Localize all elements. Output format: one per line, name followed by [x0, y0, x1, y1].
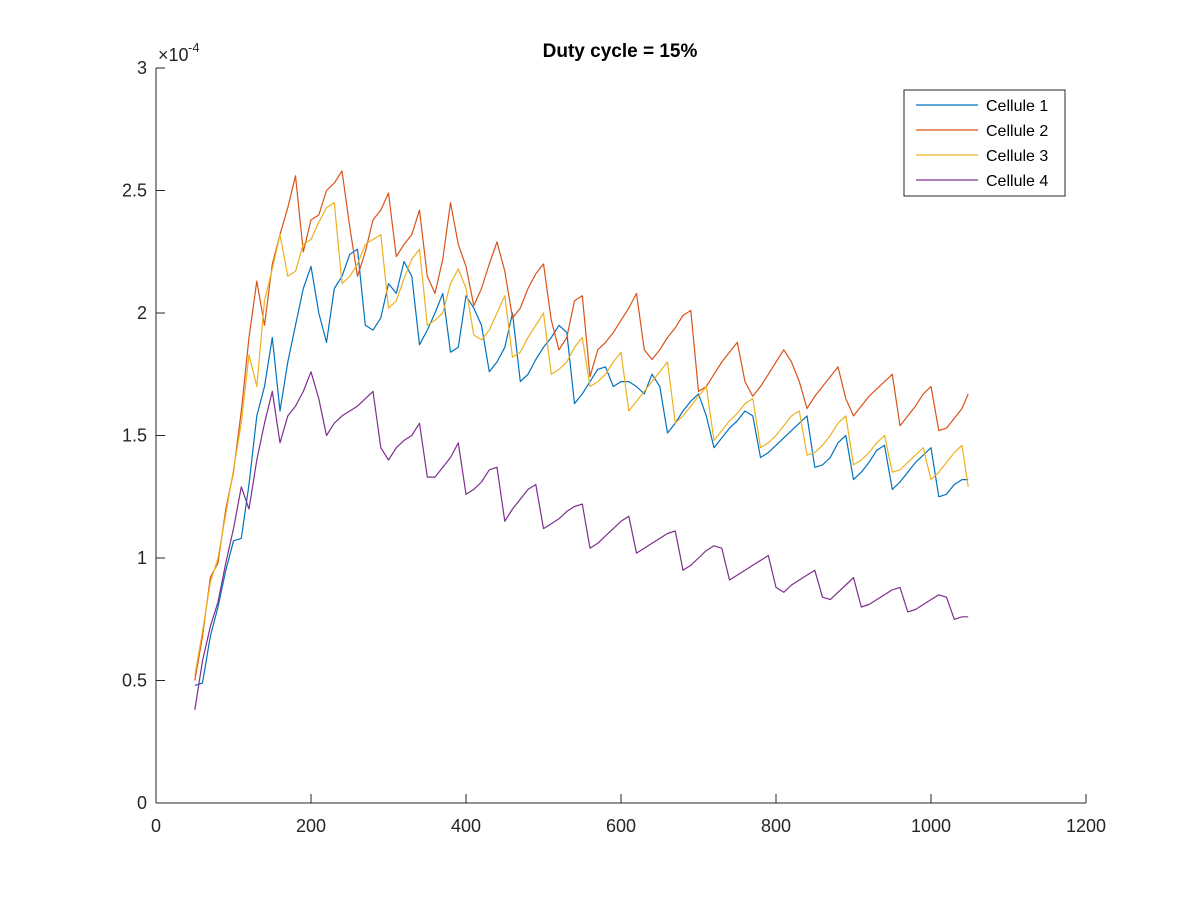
x-tick-label: 0 [151, 816, 161, 836]
x-tick-label: 1200 [1066, 816, 1106, 836]
x-tick-label: 600 [606, 816, 636, 836]
axes: 0 200 400 600 800 1000 1200 0 0.5 1 1.5 2 2.5 3 ×10 … [122, 40, 1106, 836]
x-tick-label: 200 [296, 816, 326, 836]
y-tick-label: 2 [137, 303, 147, 323]
legend-label: Cellule 2 [986, 123, 1048, 140]
x-tick-label: 400 [451, 816, 481, 836]
x-tick-label: 800 [761, 816, 791, 836]
y-exponent-power: -4 [188, 40, 200, 55]
y-tick-label: 0.5 [122, 671, 147, 691]
y-exponent-label: ×10 -4 [158, 40, 200, 65]
series-layer [194, 170, 969, 710]
y-tick-label: 3 [137, 58, 147, 78]
y-ticks: 0 0.5 1 1.5 2 2.5 3 [122, 58, 165, 813]
legend-items: Cellule 1 Cellule 2 Cellule 3 Cellule 4 [916, 98, 1048, 190]
x-tick-label: 1000 [911, 816, 951, 836]
series-line-cellule-2 [194, 170, 969, 681]
y-tick-label: 1 [137, 548, 147, 568]
series-line-cellule-4 [194, 371, 969, 710]
y-tick-label: 0 [137, 793, 147, 813]
y-tick-label: 2.5 [122, 181, 147, 201]
legend-label: Cellule 1 [986, 98, 1048, 115]
legend-label: Cellule 3 [986, 148, 1048, 165]
series-line-cellule-1 [194, 248, 969, 686]
y-tick-label: 1.5 [122, 426, 147, 446]
x-ticks: 0 200 400 600 800 1000 1200 [151, 794, 1106, 836]
legend-label: Cellule 4 [986, 173, 1048, 190]
chart-title: Duty cycle = 15% [543, 41, 698, 62]
series-line-cellule-3 [194, 202, 969, 676]
y-exponent-base: ×10 [158, 45, 189, 65]
legend-box [903, 89, 1066, 197]
legend: Cellule 1 Cellule 2 Cellule 3 Cellule 4 [903, 89, 1066, 197]
